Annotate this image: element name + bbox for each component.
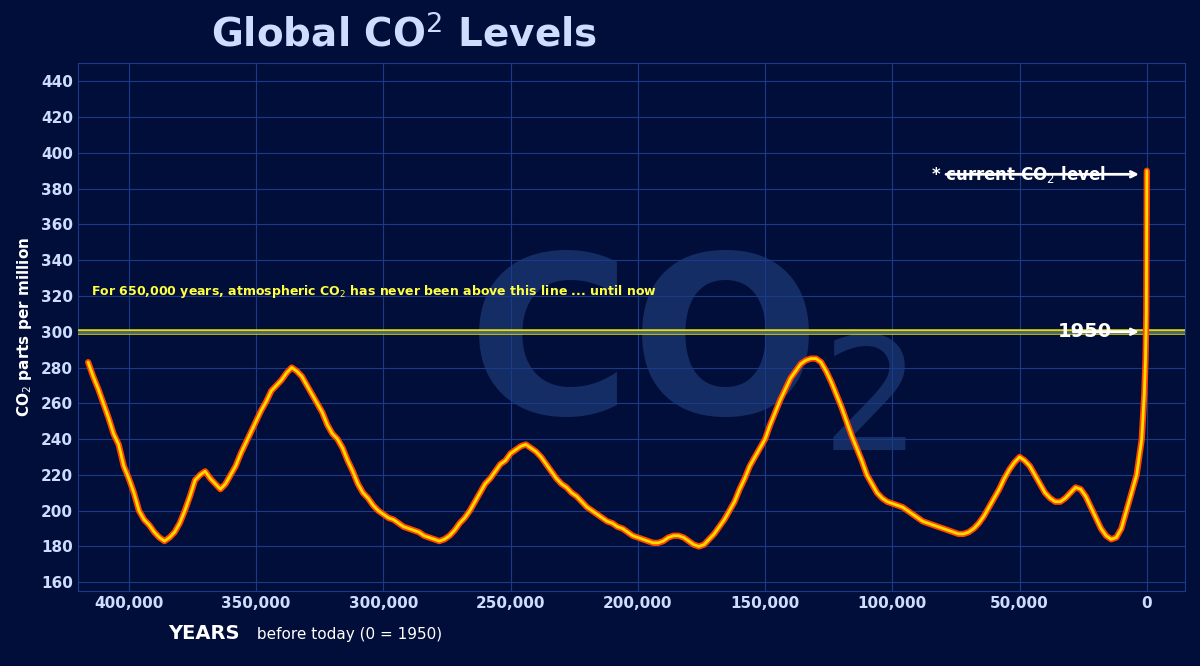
Text: CO$_2$: CO$_2$ — [467, 246, 906, 461]
Text: 1950: 1950 — [1057, 322, 1112, 341]
Text: YEARS: YEARS — [168, 624, 240, 643]
Text: before today (0 = 1950): before today (0 = 1950) — [252, 627, 442, 643]
Text: * current CO$_2$ level: * current CO$_2$ level — [930, 164, 1105, 184]
Text: For 650,000 years, atmospheric CO$_2$ has never been above this line ... until n: For 650,000 years, atmospheric CO$_2$ ha… — [91, 282, 656, 300]
Text: Global CO$^2$ Levels: Global CO$^2$ Levels — [211, 15, 596, 55]
Y-axis label: CO$_2$ parts per million: CO$_2$ parts per million — [16, 237, 34, 418]
